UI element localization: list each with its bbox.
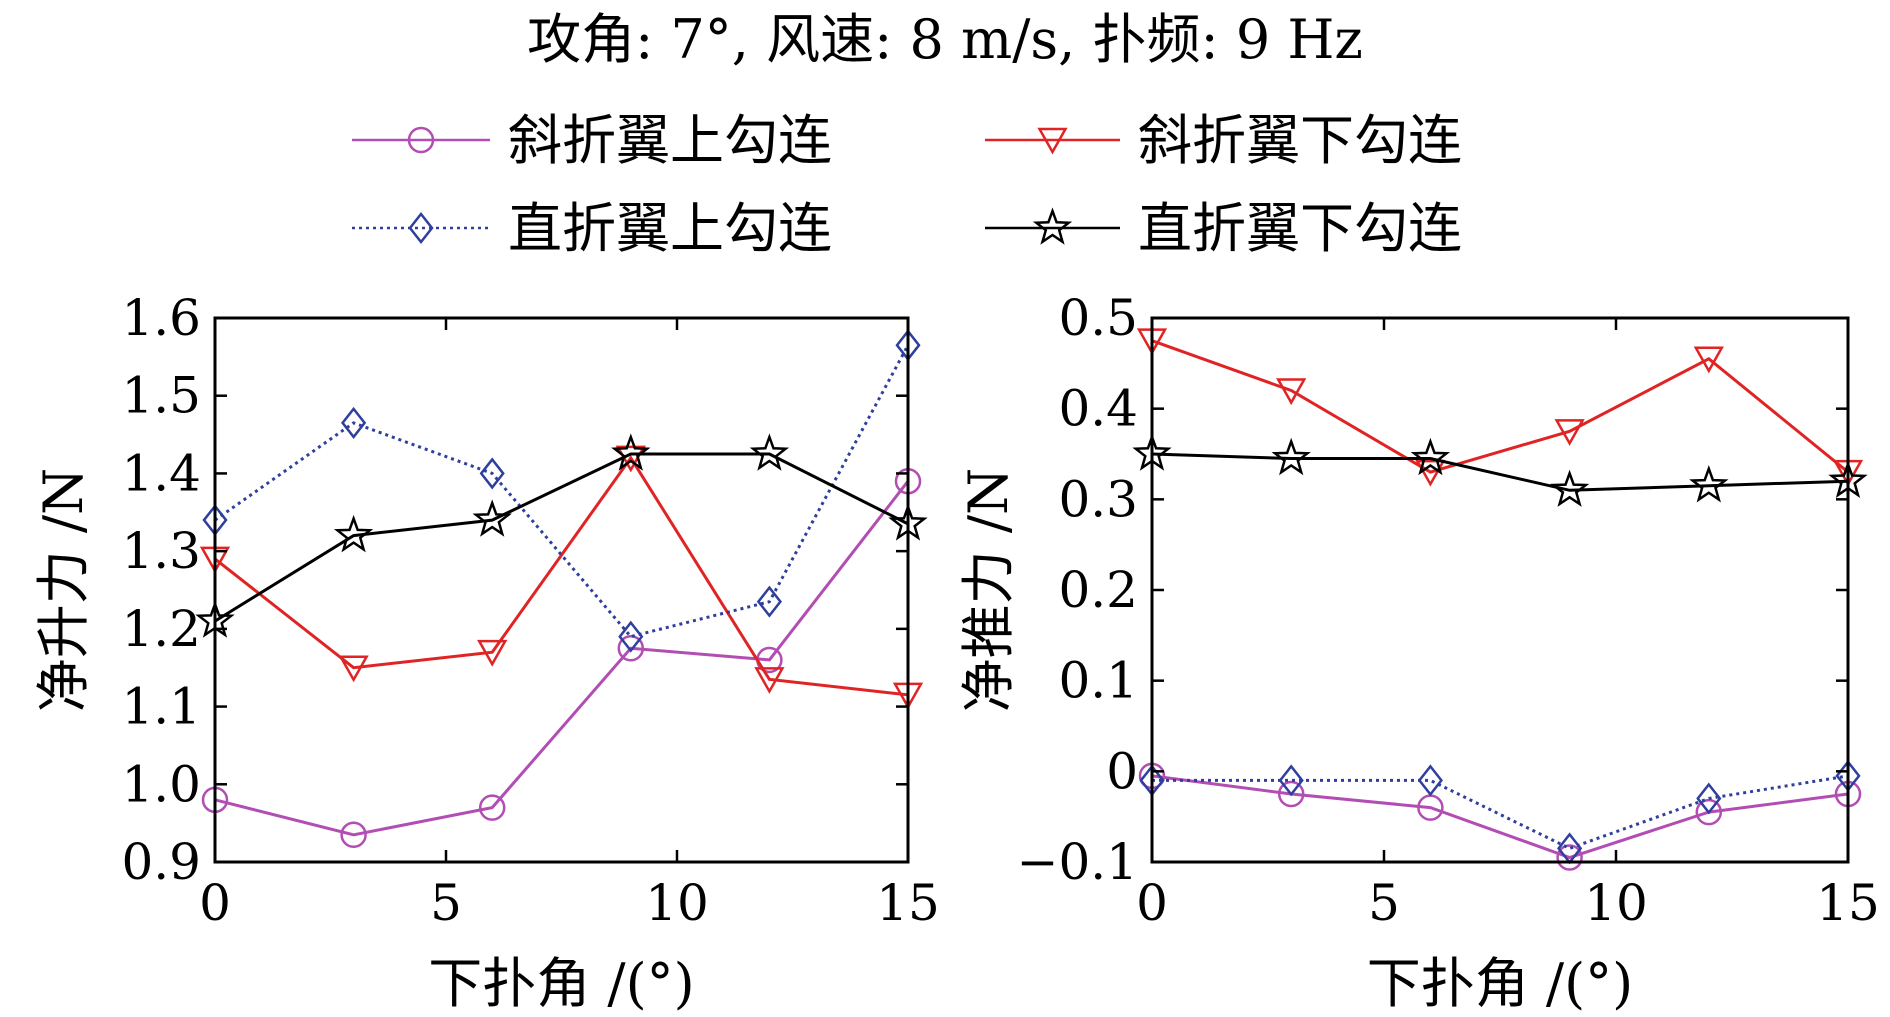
y-axis-label: 净升力 /N [32,468,95,713]
y-tick-label: 1.5 [121,367,201,425]
series-1 [201,467,922,849]
y-tick-label: 1.4 [121,444,201,502]
series-line [1151,339,1849,474]
y-tick-label: −0.1 [1017,833,1138,891]
legend-item: 斜折翼下勾连 [985,109,1462,172]
y-tick-label: 1.2 [121,600,201,658]
y-tick-label: 0.3 [1058,470,1138,528]
legend-marker [1037,127,1068,155]
legend-label: 直折翼上勾连 [508,197,832,260]
x-tick-label: 15 [876,874,940,932]
data-point [1554,419,1585,446]
series-line [214,455,909,697]
data-point [1410,437,1451,476]
y-tick-label: 1.6 [121,289,201,347]
y-axis-label: 净推力 /N [957,468,1020,713]
series-line [1151,774,1849,860]
legend-marker [408,211,434,245]
data-point [1278,764,1304,797]
data-point [1556,844,1583,871]
x-tick-label: 0 [1136,874,1168,932]
data-point [617,635,645,662]
y-tick-label: 1.3 [121,522,201,580]
data-point [1415,459,1446,487]
data-point [611,433,651,471]
series-3 [1139,759,1861,865]
data-point [472,499,512,537]
y-tick-label: 1.0 [121,755,201,813]
series-4 [1132,433,1868,507]
y-tick-label: 0.2 [1058,561,1138,619]
data-point [749,433,790,471]
data-point [338,655,369,683]
x-tick-label: 5 [430,874,462,932]
legend-label: 直折翼下勾连 [1138,197,1462,260]
data-point [754,667,785,694]
y-tick-label: 0 [1106,742,1138,800]
series-line [214,344,910,639]
data-point [1696,782,1722,815]
series-line [214,480,910,837]
x-axis-label: 下扑角 /(°) [428,952,695,1015]
y-tick-label: 0.9 [121,833,201,891]
data-point [340,821,367,849]
data-point [1549,469,1590,507]
series-line [214,452,909,623]
data-point [341,406,367,439]
plot-frame [213,316,910,864]
data-point [618,620,644,653]
legend-item: 斜折翼上勾连 [352,109,832,172]
series-line [1152,774,1849,851]
legend-label: 斜折翼上勾连 [508,109,832,172]
data-point [1271,437,1311,476]
x-axis-label: 下扑角 /(°) [1367,952,1634,1015]
legend-marker [1032,207,1073,245]
legend-label: 斜折翼下勾连 [1138,109,1462,172]
data-point [477,639,508,667]
figure-title: 攻角: 7°, 风速: 8 m/s, 扑频: 9 Hz [527,8,1363,71]
y-tick-label: 0.4 [1058,380,1138,438]
data-point [479,457,505,490]
data-point [1417,764,1443,797]
data-point [1695,798,1723,826]
x-tick-label: 0 [199,874,231,932]
x-tick-label: 15 [1816,874,1880,932]
data-point [478,794,506,821]
data-point [756,585,782,618]
data-point [333,514,374,553]
y-tick-label: 1.1 [121,678,201,736]
series-2 [1136,328,1864,487]
x-tick-label: 10 [645,874,709,932]
legend-item: 直折翼下勾连 [985,197,1462,260]
legend-item: 直折翼上勾连 [352,197,832,260]
series-line [1151,452,1849,492]
legend-marker [407,126,435,154]
data-point [1693,346,1724,374]
data-point [1276,378,1307,406]
data-point [1277,780,1305,808]
x-tick-label: 10 [1584,874,1648,932]
x-tick-label: 5 [1368,874,1400,932]
series-4 [195,433,928,638]
series-3 [202,329,921,653]
data-point [1689,465,1729,503]
plot-frame [1150,316,1850,864]
lift-chart: 0 5 10 15 0.9 1.0 1.1 1.2 1.3 1.4 1.5 1.6 下扑角 /(°) 净升… [32,289,940,1015]
y-tick-label: 0.1 [1058,652,1138,710]
series-1 [1138,762,1862,871]
y-tick-label: 0.5 [1058,289,1138,347]
